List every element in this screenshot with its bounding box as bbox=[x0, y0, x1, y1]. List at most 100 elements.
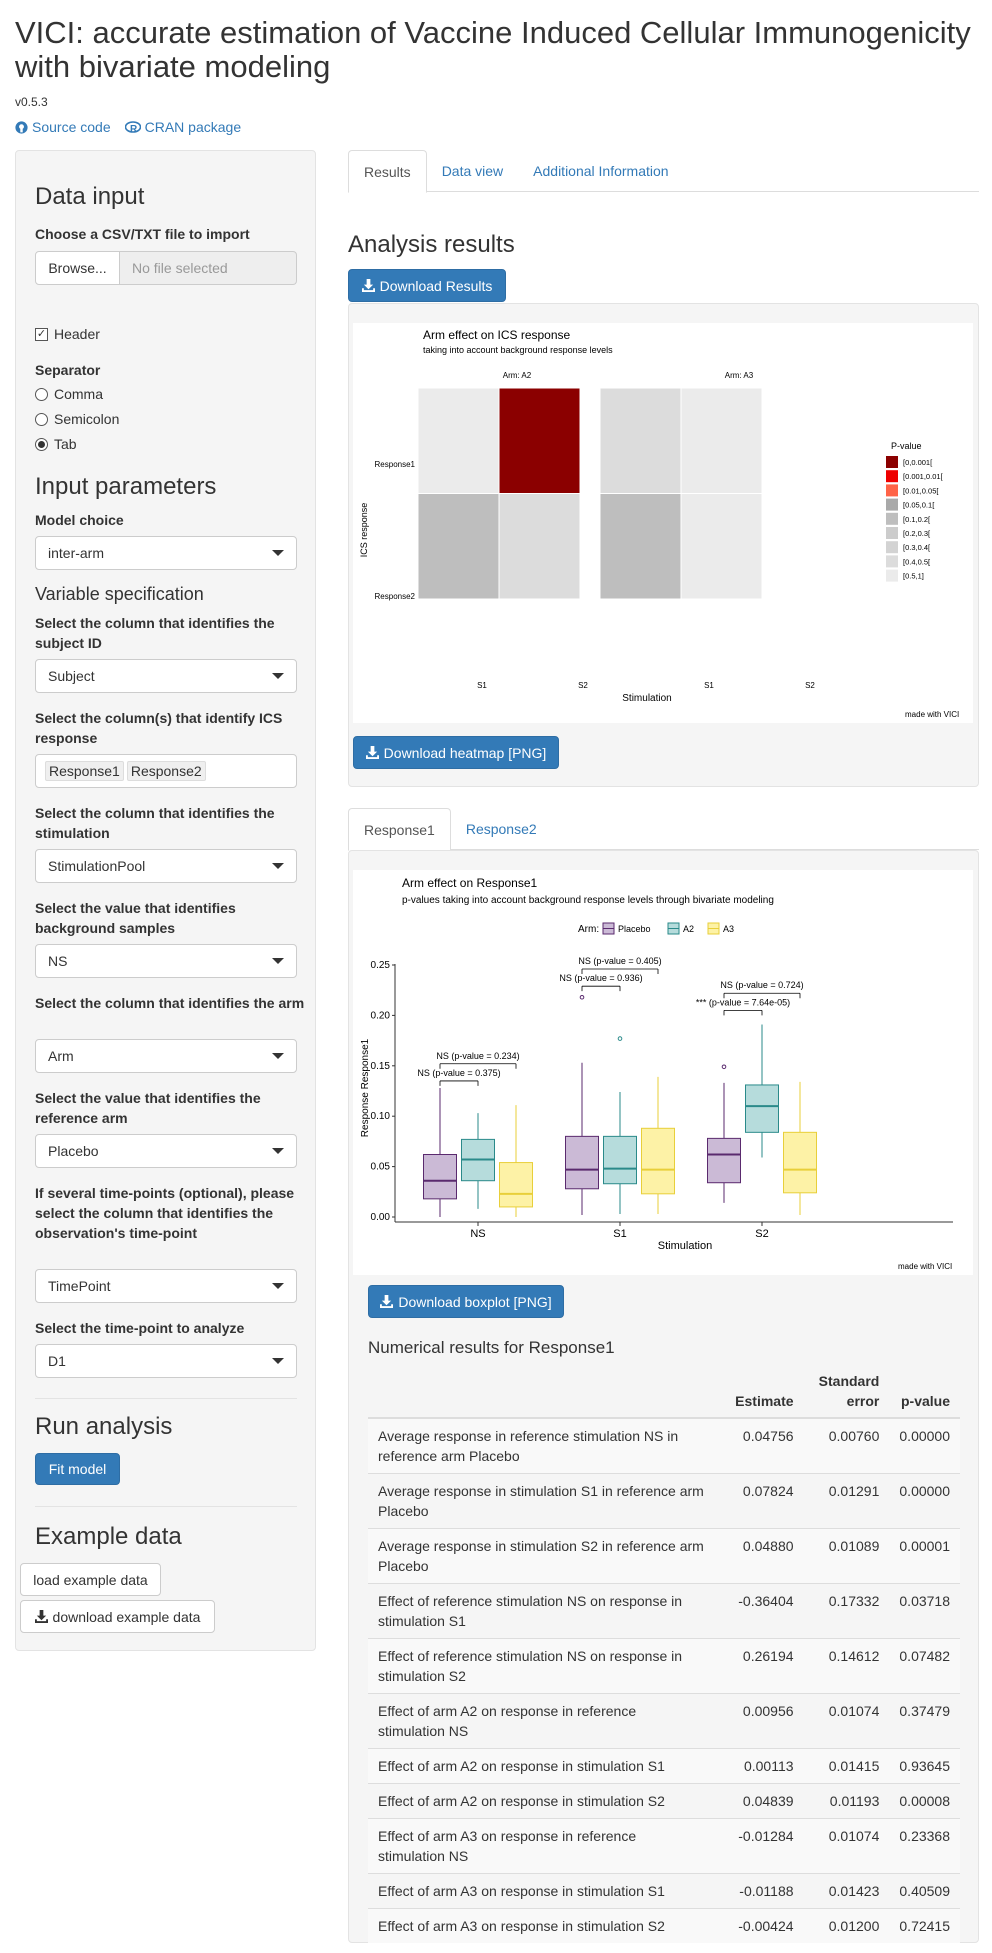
cran-package-link[interactable]: R CRAN package bbox=[124, 119, 241, 135]
box-outlier bbox=[617, 1036, 623, 1041]
download-results-button[interactable]: Download Results bbox=[348, 269, 506, 302]
separator-comma-label: Comma bbox=[54, 386, 104, 402]
estimate-cell: -0.01284 bbox=[713, 1818, 804, 1874]
results-table: Estimate Standard error p-value Average … bbox=[368, 1365, 960, 1943]
heatmap-cell bbox=[498, 387, 581, 494]
significance-label: NS (p-value = 0.936) bbox=[559, 973, 642, 983]
subject-select[interactable]: Subject bbox=[35, 659, 297, 693]
heatmap-legend-title: P-value bbox=[891, 441, 922, 451]
header-checkbox[interactable]: ✓ Header bbox=[35, 326, 100, 342]
background-select[interactable]: NS bbox=[35, 944, 297, 978]
reference-arm-value: Placebo bbox=[48, 1143, 99, 1159]
estimate-cell: 0.07824 bbox=[713, 1473, 804, 1529]
tab-data-view[interactable]: Data view bbox=[441, 163, 504, 179]
stimulation-value: StimulationPool bbox=[48, 858, 146, 874]
download-boxplot-button[interactable]: Download boxplot [PNG] bbox=[368, 1285, 564, 1318]
tab-additional-information[interactable]: Additional Information bbox=[533, 163, 669, 179]
timepoint-analyze-label: Select the time-point to analyze bbox=[35, 1320, 245, 1336]
ics-label: Select the column(s) that identify ICS r… bbox=[35, 710, 283, 746]
heatmap-cell bbox=[680, 387, 763, 494]
tab-response2[interactable]: Response2 bbox=[465, 821, 537, 837]
legend-label: [0,0.001[ bbox=[903, 458, 933, 467]
p-value-cell: 0.00001 bbox=[889, 1528, 960, 1584]
stimulation-select[interactable]: StimulationPool bbox=[35, 849, 297, 883]
std-error-cell: 0.01074 bbox=[803, 1693, 890, 1749]
legend-label: [0.5,1] bbox=[903, 572, 924, 581]
model-choice-select[interactable]: inter-arm bbox=[35, 536, 297, 570]
legend-label: [0.05,0.1[ bbox=[903, 501, 935, 510]
caret-down-icon bbox=[272, 1283, 284, 1289]
arm-select[interactable]: Arm bbox=[35, 1039, 297, 1073]
heatmap-panel-a3-label: Arm: A3 bbox=[725, 371, 754, 380]
timepoint-label: If several time-points (optional), pleas… bbox=[35, 1185, 295, 1241]
run-analysis-title: Run analysis bbox=[35, 1413, 173, 1440]
ics-tag-response2[interactable]: Response2 bbox=[126, 761, 206, 781]
boxplot-annotations: NS (p-value = 0.375) NS (p-value = 0.234)… bbox=[417, 956, 804, 1086]
table-body: Average response in reference stimulatio… bbox=[368, 1417, 960, 1943]
model-choice-label: Model choice bbox=[35, 512, 124, 528]
timepoint-select[interactable]: TimePoint bbox=[35, 1269, 297, 1303]
divider bbox=[35, 1506, 297, 1507]
heatmap-panel-a2-label: Arm: A2 bbox=[503, 371, 532, 380]
ics-tag-response1[interactable]: Response1 bbox=[45, 761, 124, 781]
tab-results[interactable]: Results bbox=[348, 150, 427, 193]
tab-response1[interactable]: Response1 bbox=[348, 808, 451, 851]
download-example-button[interactable]: download example data bbox=[20, 1600, 215, 1633]
heatmap-cell bbox=[680, 493, 763, 600]
github-icon bbox=[15, 120, 28, 134]
box bbox=[707, 1137, 741, 1184]
row-label: Effect of arm A3 on response in referenc… bbox=[368, 1818, 714, 1874]
reference-arm-select[interactable]: Placebo bbox=[35, 1134, 297, 1168]
significance-label: NS (p-value = 0.234) bbox=[436, 1051, 519, 1061]
separator-tab-radio[interactable]: Tab bbox=[35, 436, 77, 452]
download-boxplot-label: Download boxplot [PNG] bbox=[398, 1293, 552, 1310]
std-error-cell: 0.17332 bbox=[803, 1583, 890, 1639]
estimate-cell: 0.00113 bbox=[713, 1748, 804, 1784]
download-heatmap-button[interactable]: Download heatmap [PNG] bbox=[353, 736, 559, 769]
std-error-cell: 0.01200 bbox=[803, 1908, 890, 1943]
reference-arm-label: Select the value that identifies the ref… bbox=[35, 1090, 261, 1126]
fit-model-button[interactable]: Fit model bbox=[35, 1453, 120, 1485]
heatmap-subtitle: taking into account background response … bbox=[423, 345, 613, 355]
x-tick-label: NS bbox=[470, 1228, 485, 1240]
table-row: Effect of reference stimulation NS on re… bbox=[368, 1583, 960, 1639]
ics-multiselect[interactable]: Response1 Response2 bbox=[35, 754, 297, 788]
legend-swatch bbox=[886, 569, 898, 582]
heatmap-col-label-a2-s1: S1 bbox=[477, 681, 487, 690]
file-name-field[interactable]: No file selected bbox=[120, 251, 297, 285]
heatmap-col-label-a3-s1: S1 bbox=[704, 681, 714, 690]
legend-swatch bbox=[886, 555, 898, 568]
p-value-cell: 0.23368 bbox=[889, 1818, 960, 1874]
table-row: Effect of arm A2 on response in stimulat… bbox=[368, 1783, 960, 1819]
legend-label: A2 bbox=[683, 924, 694, 934]
boxplot-boxes bbox=[423, 994, 817, 1217]
r-logo-icon: R bbox=[124, 120, 141, 134]
legend-label: [0.001,0.01[ bbox=[903, 472, 944, 481]
timepoint-analyze-select[interactable]: D1 bbox=[35, 1344, 297, 1378]
row-label: Average response in stimulation S1 in re… bbox=[368, 1473, 714, 1529]
browse-button[interactable]: Browse... bbox=[35, 251, 120, 285]
boxplot-chart: Arm effect on Response1 p-values taking … bbox=[360, 876, 953, 1271]
download-example-label: download example data bbox=[52, 1608, 201, 1625]
source-code-label: Source code bbox=[32, 119, 111, 135]
table-header-standard-error: Standard error bbox=[803, 1365, 890, 1419]
separator-tab-label: Tab bbox=[54, 436, 77, 452]
separator-comma-radio[interactable]: Comma bbox=[35, 386, 103, 402]
heatmap-x-axis-label: Stimulation bbox=[622, 693, 671, 704]
heatmap-cell bbox=[498, 493, 581, 600]
separator-label: Separator bbox=[35, 362, 101, 378]
box bbox=[423, 1154, 457, 1200]
subject-label: Select the column that identifies the su… bbox=[35, 615, 275, 651]
separator-semicolon-radio[interactable]: Semicolon bbox=[35, 411, 119, 427]
box bbox=[499, 1162, 533, 1208]
std-error-cell: 0.00760 bbox=[803, 1417, 890, 1474]
y-tick-label: 0.05 bbox=[371, 1162, 391, 1173]
download-results-label: Download Results bbox=[379, 277, 493, 294]
y-tick-label: 0.15 bbox=[371, 1061, 391, 1072]
row-label: Effect of arm A2 on response in stimulat… bbox=[368, 1748, 714, 1784]
legend-swatch bbox=[886, 484, 898, 497]
load-example-button[interactable]: load example data bbox=[20, 1563, 161, 1596]
p-value-cell: 0.00000 bbox=[889, 1417, 960, 1474]
std-error-cell: 0.01193 bbox=[803, 1783, 890, 1819]
source-code-link[interactable]: Source code bbox=[15, 119, 111, 135]
